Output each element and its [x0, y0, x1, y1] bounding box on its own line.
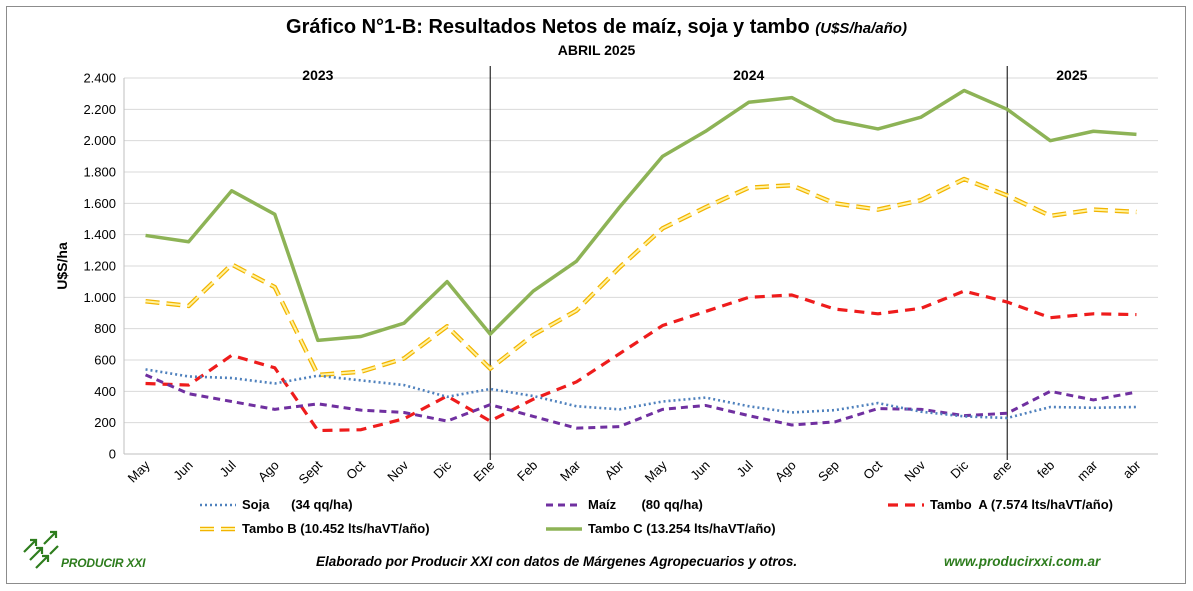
x-tick-label: Oct: [343, 457, 368, 482]
x-tick-label: May: [642, 457, 670, 485]
x-tick-label: Dic: [947, 457, 971, 481]
chart-subtitle: ABRIL 2025: [557, 42, 636, 58]
x-tick-label: abr: [1120, 457, 1144, 481]
y-tick-label: 2.000: [83, 133, 116, 148]
y-tick-label: 1.400: [83, 227, 116, 242]
y-tick-label: 800: [94, 321, 116, 336]
x-tick-label: mar: [1074, 457, 1101, 484]
x-tick-label: Sept: [295, 457, 325, 487]
x-tick-label: Nov: [384, 457, 411, 484]
x-tick-label: Dic: [430, 457, 454, 481]
series-line-tambo-c: [145, 88, 1137, 343]
series-line-maiz: [144, 373, 1137, 430]
x-tick-label: Nov: [901, 457, 928, 484]
y-tick-label: 2.400: [83, 71, 116, 86]
y-axis-label: U$S/ha: [54, 242, 70, 290]
x-tick-label: Jul: [733, 457, 755, 479]
footer-url[interactable]: www.producirxxi.com.ar: [944, 554, 1101, 569]
footer-credit: Elaborado por Producir XXI con datos de …: [316, 554, 798, 569]
x-tick-label: Jun: [170, 458, 195, 483]
series-line-tambo-b-outline: [145, 176, 1137, 378]
year-label: 2025: [1056, 67, 1087, 83]
chart-title-unit: (U$S/ha/año): [815, 20, 907, 37]
series-line-soja: [145, 368, 1137, 420]
x-tick-label: Abr: [602, 457, 627, 482]
chart-frame: [6, 6, 1186, 584]
legend-item: Tambo C (13.254 lts/haVT/año): [588, 521, 776, 536]
legend-item: Soja (34 qq/ha): [242, 497, 353, 512]
x-tick-label: Oct: [860, 457, 885, 482]
y-tick-label: 600: [94, 353, 116, 368]
series-line-tambo-b: [145, 178, 1137, 376]
chart-title: Gráfico N°1-B: Resultados Netos de maíz,…: [0, 16, 1193, 39]
producir-xxi-logo-icon: [23, 530, 59, 569]
x-tick-label: Feb: [514, 458, 540, 484]
series-line-tambo-a: [145, 289, 1137, 433]
x-tick-label: Jul: [216, 457, 238, 479]
year-label: 2023: [302, 67, 333, 83]
x-tick-label: May: [125, 457, 153, 485]
y-tick-label: 1.200: [83, 259, 116, 274]
y-tick-label: 1.000: [83, 290, 116, 305]
x-tick-label: Jun: [687, 458, 712, 483]
legend-item: Tambo B (10.452 lts/haVT/año): [242, 521, 430, 536]
y-tick-label: 400: [94, 384, 116, 399]
x-tick-label: Ene: [470, 458, 497, 485]
y-tick-label: 0: [109, 447, 116, 462]
x-tick-label: Mar: [557, 457, 584, 484]
year-label: 2024: [733, 67, 764, 83]
y-tick-label: 1.800: [83, 165, 116, 180]
chart-title-text: Gráfico N°1-B: Resultados Netos de maíz,…: [286, 16, 810, 38]
x-tick-label: Ago: [255, 458, 282, 485]
x-tick-label: Sep: [815, 458, 842, 485]
y-tick-label: 200: [94, 415, 116, 430]
legend-item: Maíz (80 qq/ha): [588, 497, 703, 512]
logo-text: PRODUCIR XXI: [61, 556, 146, 570]
x-tick-label: ene: [988, 458, 1014, 484]
y-tick-label: 1.600: [83, 196, 116, 211]
legend-item: Tambo A (7.574 lts/haVT/año): [930, 497, 1113, 512]
y-tick-label: 2.200: [83, 102, 116, 117]
x-tick-label: Ago: [772, 458, 799, 485]
x-tick-label: feb: [1034, 458, 1057, 481]
